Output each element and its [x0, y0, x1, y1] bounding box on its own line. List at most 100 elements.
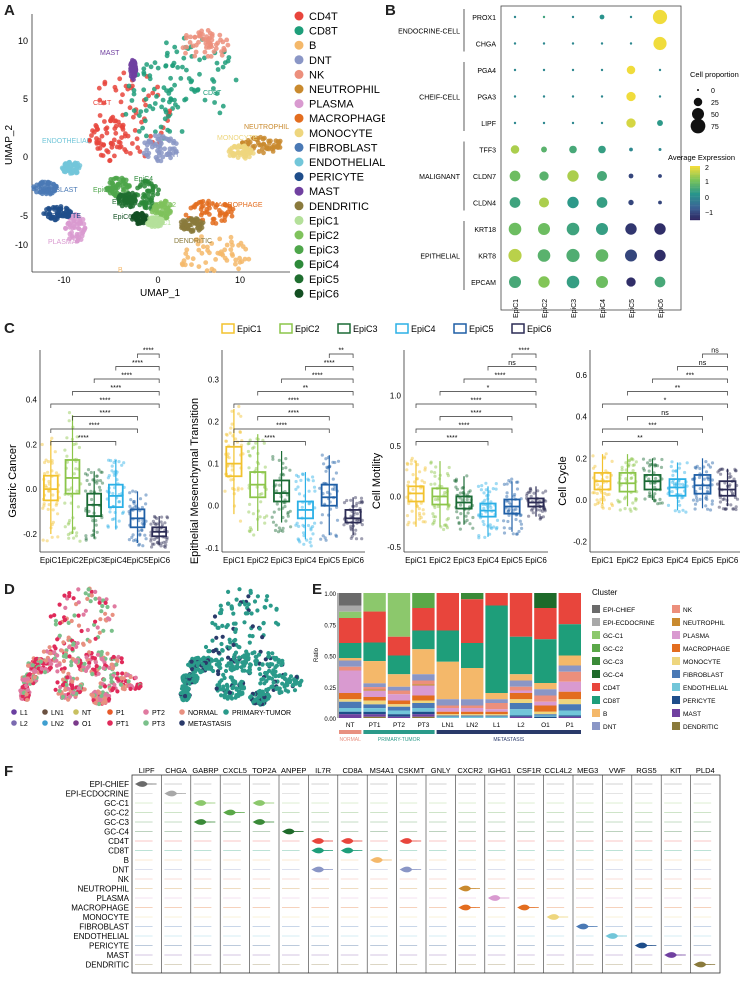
group-point	[214, 686, 219, 691]
umap-point-b	[209, 241, 215, 246]
sig-bracket	[305, 366, 354, 371]
group-point	[226, 589, 231, 594]
jitter-point	[466, 511, 470, 515]
sample-point	[47, 645, 52, 650]
jitter-point	[704, 504, 708, 508]
jitter-point	[544, 489, 548, 493]
jitter-point	[409, 462, 413, 466]
jitter-point	[708, 508, 713, 512]
jitter-point	[629, 476, 633, 481]
jitter-point	[422, 480, 427, 485]
jitter-point	[313, 489, 317, 493]
stacked-bar-segment	[387, 690, 411, 695]
group-point	[260, 635, 265, 640]
jitter-point	[65, 454, 69, 458]
jitter-point	[601, 506, 605, 510]
jitter-point	[66, 522, 70, 526]
jitter-point	[432, 521, 436, 525]
jitter-point	[90, 497, 94, 502]
legend-label: DENDRITIC	[683, 724, 719, 731]
jitter-point	[225, 433, 229, 437]
row-label: CD8T	[108, 847, 129, 856]
sample-point	[93, 596, 98, 601]
umap-point-macrophage	[183, 212, 189, 218]
jitter-point	[502, 482, 506, 486]
cluster-label: EpiC3	[93, 187, 112, 194]
umap-point-dnt	[141, 150, 147, 156]
group-point	[234, 694, 239, 699]
umap-point-cd8t	[152, 101, 158, 106]
legend-label: EpiC6	[309, 288, 339, 300]
violin-shape	[164, 790, 186, 797]
jitter-point	[46, 460, 51, 464]
jitter-point	[342, 523, 346, 527]
legend-label: NORMAL	[188, 710, 218, 717]
sample-point	[76, 587, 81, 592]
gene-label: KRT18	[474, 227, 496, 234]
color-bar-step	[690, 187, 700, 190]
stacked-bar-segment	[412, 684, 435, 686]
box	[344, 509, 362, 524]
y-axis-label: Cell Motility	[371, 452, 383, 509]
sample-point	[57, 602, 62, 607]
sample-point	[52, 644, 57, 649]
sample-point	[74, 644, 79, 649]
umap-point-cd4t	[104, 130, 110, 136]
sample-point	[118, 682, 123, 687]
stacked-bar-segment	[534, 689, 557, 696]
umap-point-b	[203, 260, 209, 265]
legend-label: LN2	[51, 721, 64, 728]
sample-point	[101, 628, 106, 633]
legend-swatch	[592, 683, 600, 691]
umap-point-b	[236, 266, 242, 272]
jitter-point	[710, 499, 715, 503]
dot	[513, 68, 517, 72]
umap-point-nk	[187, 40, 193, 45]
jitter-point	[629, 457, 633, 461]
jitter-point	[535, 508, 540, 512]
group-point	[199, 669, 204, 674]
jitter-point	[616, 498, 620, 502]
group-point	[214, 635, 219, 640]
group-label: EPITHELIAL	[420, 254, 460, 261]
jitter-point	[458, 491, 462, 495]
stacked-bar-segment	[534, 711, 557, 715]
jitter-point	[610, 459, 614, 463]
gene-label: PGA4	[477, 68, 496, 75]
jitter-point	[67, 411, 72, 415]
jitter-point	[423, 520, 427, 524]
umap-point-cd4t	[118, 99, 124, 105]
jitter-point	[710, 502, 714, 506]
y-tick-label: 0.0	[390, 492, 402, 501]
umap-point-cd8t	[222, 60, 228, 66]
group-point	[237, 655, 242, 660]
stacked-bar-segment	[412, 711, 435, 715]
sample-point	[94, 664, 99, 669]
y-tick-label: 0.50	[324, 655, 336, 661]
umap-point-cd4t	[89, 133, 94, 138]
umap-point-cd4t	[146, 93, 152, 99]
stacked-bar-segment	[339, 643, 362, 658]
jitter-point	[630, 457, 634, 461]
stacked-bar-segment	[387, 716, 411, 718]
jitter-point	[671, 473, 675, 477]
sample-point	[61, 677, 66, 682]
group-point	[250, 624, 255, 629]
sample-point	[125, 672, 130, 677]
group-point	[299, 678, 304, 683]
row-label: EPI-ECDOCRINE	[65, 790, 129, 799]
stacked-bar-segment	[387, 636, 411, 656]
sample-point	[82, 661, 87, 666]
sample-point	[60, 682, 66, 688]
jitter-point	[683, 470, 687, 475]
jitter-point	[152, 542, 156, 546]
legend-label: MONOCYTE	[309, 128, 373, 140]
sig-label: ****	[110, 385, 121, 392]
jitter-point	[442, 523, 447, 527]
jitter-point	[735, 497, 740, 501]
legend-swatch	[279, 323, 293, 334]
group-point	[224, 663, 229, 668]
jitter-point	[75, 531, 79, 535]
umap-point-b	[229, 239, 234, 245]
jitter-point	[647, 464, 652, 468]
